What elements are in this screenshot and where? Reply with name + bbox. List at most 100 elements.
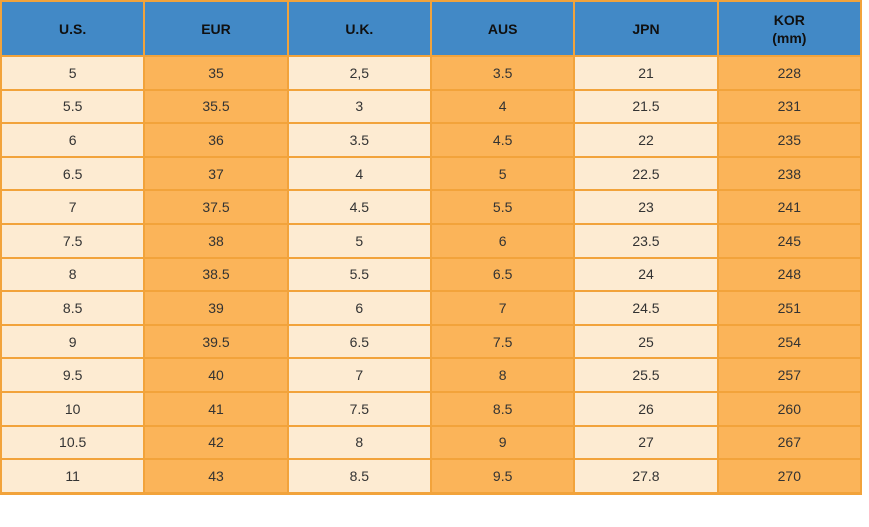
header-row: U.S. EUR U.K. AUS JPN KOR (mm) <box>0 0 863 57</box>
cell-jpn: 27.8 <box>573 458 719 495</box>
cell-kor: 228 <box>716 55 863 91</box>
cell-us: 6 <box>0 122 146 158</box>
cell-us: 10 <box>0 390 146 427</box>
cell-jpn: 22 <box>573 122 719 158</box>
cell-aus: 8 <box>429 357 576 393</box>
cell-uk: 3 <box>286 88 432 125</box>
cell-uk: 7 <box>286 357 432 393</box>
cell-aus: 8.5 <box>429 390 576 427</box>
table-row: 7.5 38 5 6 23.5 245 <box>0 222 863 259</box>
cell-aus: 7.5 <box>429 323 576 360</box>
cell-us: 9 <box>0 323 146 360</box>
table-row: 6.5 37 4 5 22.5 238 <box>0 155 863 192</box>
cell-aus: 4 <box>429 88 576 125</box>
cell-uk: 2,5 <box>286 55 432 91</box>
cell-jpn: 27 <box>573 424 719 461</box>
cell-us: 5.5 <box>0 88 146 125</box>
table-row: 10 41 7.5 8.5 26 260 <box>0 390 863 427</box>
cell-us: 8 <box>0 256 146 293</box>
cell-kor: 257 <box>716 357 863 393</box>
column-header-uk: U.K. <box>286 0 432 57</box>
shoe-size-conversion-table: U.S. EUR U.K. AUS JPN KOR (mm) 5 35 2,5 … <box>0 0 863 495</box>
cell-eur: 42 <box>143 424 289 461</box>
cell-eur: 39 <box>143 290 289 326</box>
table-row: 10.5 42 8 9 27 267 <box>0 424 863 461</box>
cell-eur: 38 <box>143 222 289 259</box>
cell-eur: 35.5 <box>143 88 289 125</box>
cell-jpn: 25 <box>573 323 719 360</box>
cell-jpn: 23.5 <box>573 222 719 259</box>
cell-us: 6.5 <box>0 155 146 192</box>
column-header-eur: EUR <box>143 0 289 57</box>
cell-aus: 4.5 <box>429 122 576 158</box>
cell-aus: 6 <box>429 222 576 259</box>
cell-kor: 248 <box>716 256 863 293</box>
table-row: 8 38.5 5.5 6.5 24 248 <box>0 256 863 293</box>
cell-uk: 5.5 <box>286 256 432 293</box>
cell-jpn: 21 <box>573 55 719 91</box>
column-header-kor: KOR (mm) <box>716 0 863 57</box>
table-header: U.S. EUR U.K. AUS JPN KOR (mm) <box>0 0 863 57</box>
cell-jpn: 24.5 <box>573 290 719 326</box>
table-row: 11 43 8.5 9.5 27.8 270 <box>0 458 863 495</box>
cell-eur: 40 <box>143 357 289 393</box>
cell-us: 7.5 <box>0 222 146 259</box>
column-header-kor-label: KOR <box>773 11 805 28</box>
cell-aus: 9 <box>429 424 576 461</box>
cell-eur: 36 <box>143 122 289 158</box>
cell-kor: 241 <box>716 189 863 225</box>
cell-eur: 37 <box>143 155 289 192</box>
cell-kor: 270 <box>716 458 863 495</box>
cell-uk: 7.5 <box>286 390 432 427</box>
cell-us: 10.5 <box>0 424 146 461</box>
table-row: 5 35 2,5 3.5 21 228 <box>0 55 863 91</box>
table-row: 9.5 40 7 8 25.5 257 <box>0 357 863 393</box>
column-header-aus: AUS <box>429 0 576 57</box>
cell-eur: 37.5 <box>143 189 289 225</box>
cell-uk: 4.5 <box>286 189 432 225</box>
cell-eur: 41 <box>143 390 289 427</box>
table-row: 5.5 35.5 3 4 21.5 231 <box>0 88 863 125</box>
cell-jpn: 24 <box>573 256 719 293</box>
table-row: 9 39.5 6.5 7.5 25 254 <box>0 323 863 360</box>
table-row: 8.5 39 6 7 24.5 251 <box>0 290 863 326</box>
column-header-kor-unit: (mm) <box>772 29 807 46</box>
cell-jpn: 23 <box>573 189 719 225</box>
cell-aus: 5 <box>429 155 576 192</box>
column-header-us: U.S. <box>0 0 146 57</box>
cell-uk: 4 <box>286 155 432 192</box>
cell-aus: 3.5 <box>429 55 576 91</box>
cell-aus: 9.5 <box>429 458 576 495</box>
cell-kor: 254 <box>716 323 863 360</box>
cell-uk: 6.5 <box>286 323 432 360</box>
cell-us: 7 <box>0 189 146 225</box>
cell-jpn: 26 <box>573 390 719 427</box>
cell-us: 9.5 <box>0 357 146 393</box>
cell-kor: 267 <box>716 424 863 461</box>
cell-jpn: 21.5 <box>573 88 719 125</box>
cell-kor: 231 <box>716 88 863 125</box>
cell-jpn: 25.5 <box>573 357 719 393</box>
table-body: 5 35 2,5 3.5 21 228 5.5 35.5 3 4 21.5 23… <box>0 55 863 495</box>
cell-kor: 235 <box>716 122 863 158</box>
cell-uk: 8.5 <box>286 458 432 495</box>
table-row: 7 37.5 4.5 5.5 23 241 <box>0 189 863 225</box>
cell-eur: 38.5 <box>143 256 289 293</box>
cell-kor: 245 <box>716 222 863 259</box>
cell-kor: 238 <box>716 155 863 192</box>
cell-uk: 5 <box>286 222 432 259</box>
cell-aus: 7 <box>429 290 576 326</box>
cell-uk: 6 <box>286 290 432 326</box>
cell-us: 5 <box>0 55 146 91</box>
cell-us: 8.5 <box>0 290 146 326</box>
cell-uk: 3.5 <box>286 122 432 158</box>
cell-us: 11 <box>0 458 146 495</box>
cell-eur: 43 <box>143 458 289 495</box>
cell-eur: 35 <box>143 55 289 91</box>
table-row: 6 36 3.5 4.5 22 235 <box>0 122 863 158</box>
cell-kor: 260 <box>716 390 863 427</box>
cell-aus: 5.5 <box>429 189 576 225</box>
cell-eur: 39.5 <box>143 323 289 360</box>
cell-jpn: 22.5 <box>573 155 719 192</box>
